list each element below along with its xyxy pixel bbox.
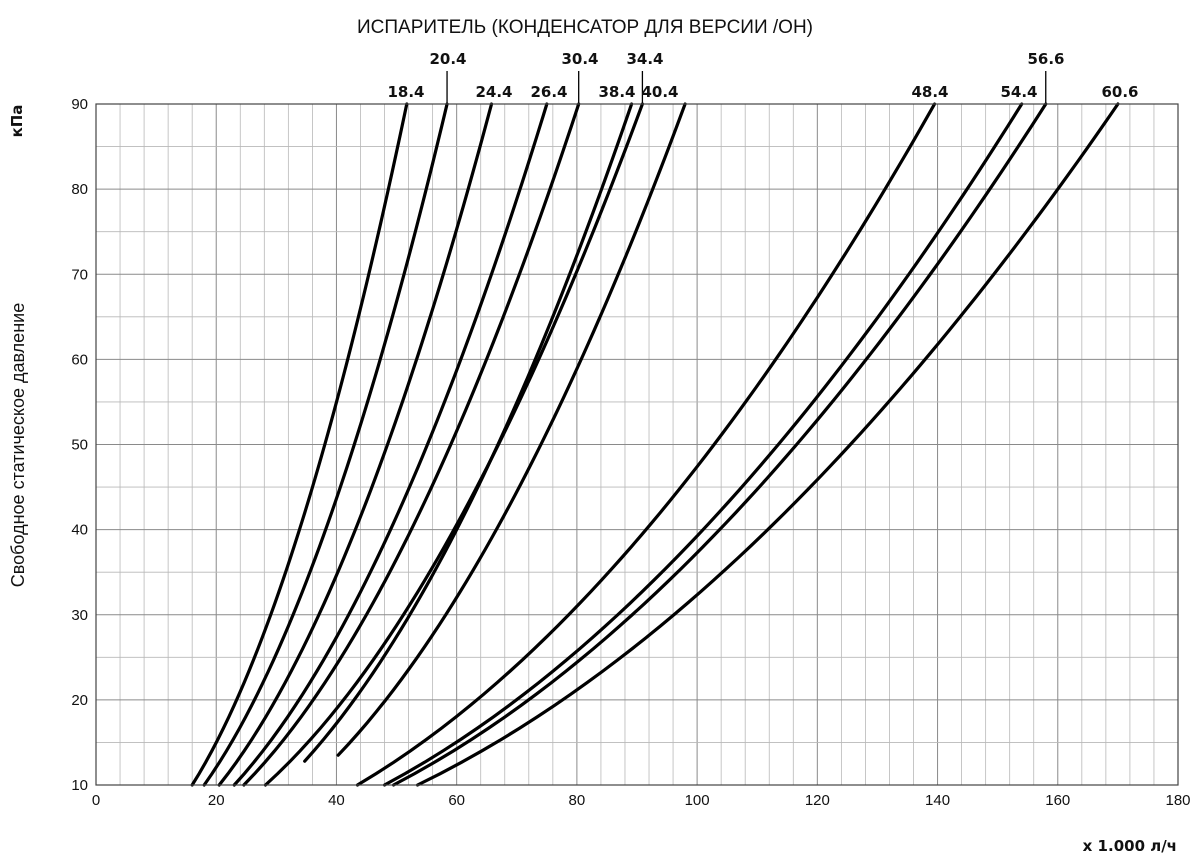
series-line-40.4: [336, 102, 687, 757]
y-tick-label: 10: [71, 777, 88, 794]
x-tick-label: 120: [805, 792, 830, 809]
series-label-26.4: 26.4: [530, 83, 567, 101]
y-tick-label: 60: [71, 351, 88, 368]
x-tick-label: 140: [925, 792, 950, 809]
series-label-40.4: 40.4: [641, 83, 678, 101]
series-label-38.4: 38.4: [598, 83, 635, 101]
series-label-20.4: 20.4: [429, 50, 466, 68]
series-label-24.4: 24.4: [475, 83, 512, 101]
x-tick-label: 100: [685, 792, 710, 809]
grid: [95, 103, 1179, 786]
series-line-54.4: [382, 102, 1024, 787]
y-axis-unit: кПа: [8, 105, 26, 138]
y-tick-label: 80: [71, 181, 88, 198]
series-label-34.4: 34.4: [626, 50, 663, 68]
series-line-48.4: [355, 102, 937, 787]
y-tick-label: 20: [71, 692, 88, 709]
series-label-30.4: 30.4: [561, 50, 598, 68]
series-line-60.6: [415, 102, 1120, 787]
series-line-18.4: [190, 102, 409, 787]
curves: [190, 102, 1120, 787]
series-labels: 18.4 20.4 24.4 26.4 30.438.4 34.4 40.4 48.4 54.4…: [387, 50, 1139, 104]
y-tick-label: 50: [71, 437, 88, 454]
x-tick-label: 80: [569, 792, 586, 809]
series-line-30.4: [242, 102, 581, 787]
series-label-18.4: 18.4: [387, 83, 424, 101]
series-label-54.4: 54.4: [1000, 83, 1037, 101]
plot-frame: [95, 103, 1179, 786]
x-tick-label: 180: [1165, 792, 1190, 809]
series-label-60.6: 60.6: [1101, 83, 1138, 101]
x-axis-label: x 1.000 л/ч: [1083, 837, 1177, 855]
y-tick-label: 70: [71, 266, 88, 283]
y-tick-label: 30: [71, 607, 88, 624]
series-label-48.4: 48.4: [911, 83, 948, 101]
x-tick-label: 0: [92, 792, 100, 809]
series-label-56.6: 56.6: [1027, 50, 1064, 68]
series-line-34.4: [263, 102, 645, 787]
x-tick-label: 160: [1045, 792, 1070, 809]
series-line-56.6: [391, 102, 1048, 787]
series-line-26.4: [232, 102, 549, 787]
y-axis-label: Свободное статическое давление: [8, 303, 28, 587]
chart-title: ИСПАРИТЕЛЬ (КОНДЕНСАТОР ДЛЯ ВЕРСИИ /OH): [357, 17, 813, 38]
axis-ticks: 0 20 40 60 80 100 120 140 160 180 10 20 30 40 50 60 70 80…: [71, 96, 1190, 809]
series-line-38.4: [303, 102, 634, 763]
x-tick-label: 60: [448, 792, 465, 809]
x-tick-label: 40: [328, 792, 345, 809]
y-tick-label: 90: [71, 96, 88, 113]
y-tick-label: 40: [71, 522, 88, 539]
series-line-24.4: [217, 102, 494, 787]
x-tick-label: 20: [208, 792, 225, 809]
series-line-20.4: [202, 102, 449, 787]
